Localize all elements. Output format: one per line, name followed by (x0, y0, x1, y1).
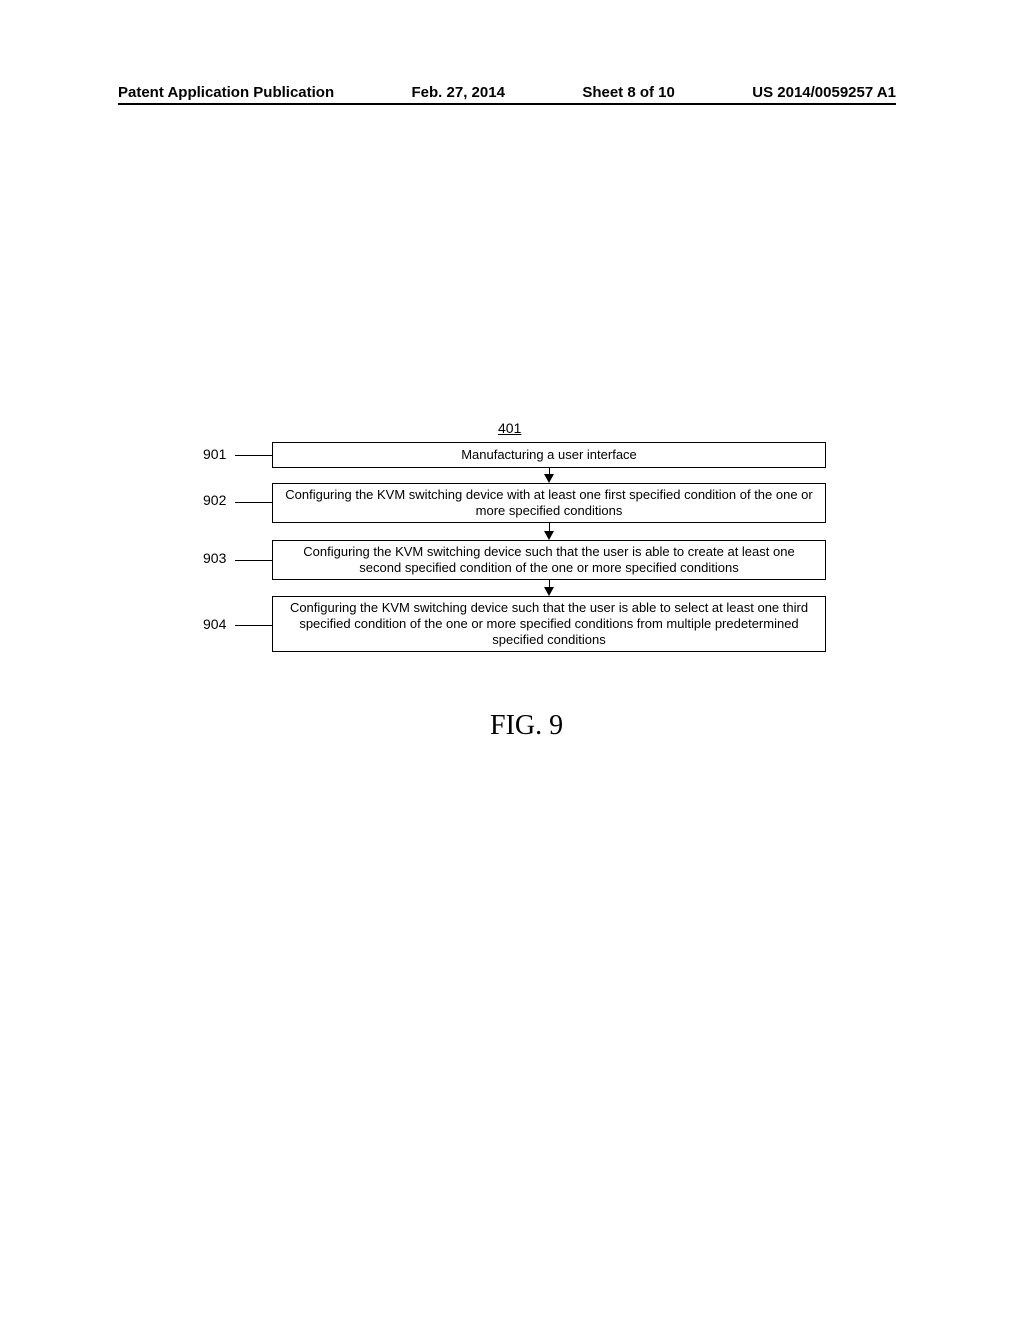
flow-step-number: 903 (203, 550, 226, 566)
leader-line (235, 502, 272, 503)
arrow-head-icon (544, 587, 554, 596)
leader-line (235, 560, 272, 561)
leader-line (235, 455, 272, 456)
figure-caption: FIG. 9 (490, 710, 563, 742)
page-header: Patent Application Publication Feb. 27, … (118, 84, 896, 101)
arrow-head-icon (544, 474, 554, 483)
header-left: Patent Application Publication (118, 84, 334, 101)
flow-step-box: Configuring the KVM switching device suc… (272, 596, 826, 652)
figure-reference: 401 (498, 420, 521, 436)
flow-step-box: Configuring the KVM switching device suc… (272, 540, 826, 580)
header-pubnum: US 2014/0059257 A1 (752, 84, 896, 101)
header-rule (118, 103, 896, 105)
arrow-head-icon (544, 531, 554, 540)
flow-step-number: 904 (203, 616, 226, 632)
patent-page: Patent Application Publication Feb. 27, … (0, 0, 1024, 1320)
header-sheet: Sheet 8 of 10 (582, 84, 675, 101)
flow-step-number: 901 (203, 446, 226, 462)
leader-line (235, 625, 272, 626)
flow-step-box: Manufacturing a user interface (272, 442, 826, 468)
header-date: Feb. 27, 2014 (412, 84, 505, 101)
flow-step-number: 902 (203, 492, 226, 508)
flow-step-box: Configuring the KVM switching device wit… (272, 483, 826, 523)
